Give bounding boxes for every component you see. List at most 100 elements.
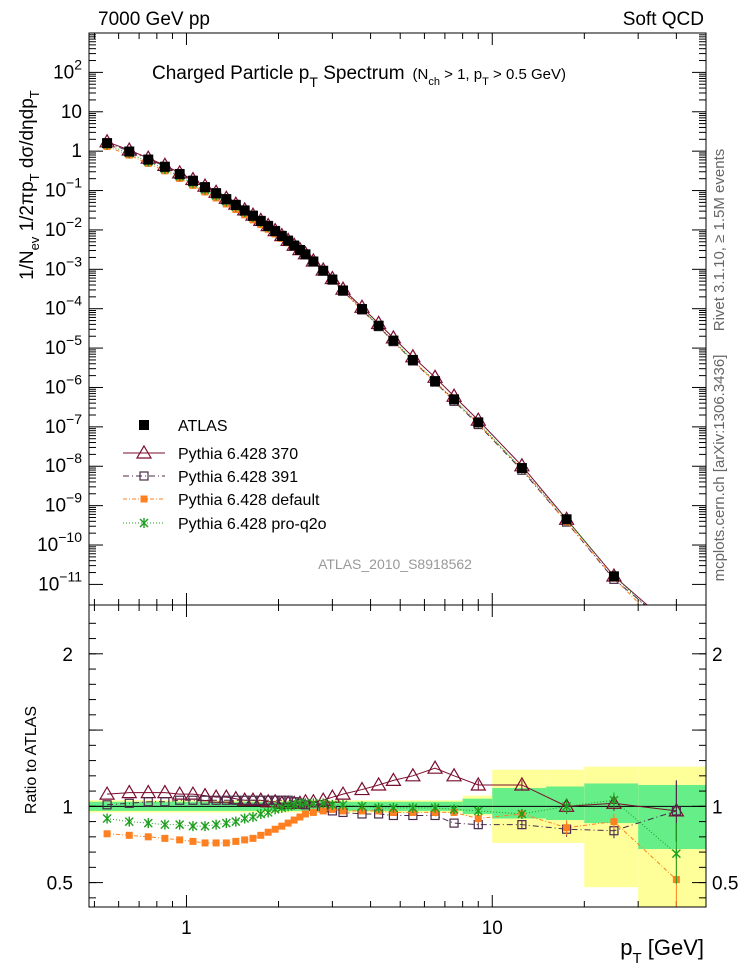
y-tick-label: 10−5 — [45, 332, 82, 359]
data-point-atlas — [294, 244, 305, 255]
point-pythia-391 — [672, 626, 680, 634]
legend: ATLAS Pythia 6.428 370 Pythia 6.428 391 Pyt… — [123, 418, 327, 533]
point-pythia-370 — [385, 772, 402, 787]
point-pythia-pro-q2o — [672, 631, 680, 641]
y-tick-label: 10−1 — [45, 175, 82, 202]
point-pythia-370 — [669, 623, 683, 635]
main-panel-ticks — [89, 33, 707, 605]
point-pythia-370 — [427, 760, 444, 774]
stat-band — [638, 784, 706, 850]
ratio-panel-series — [99, 760, 685, 907]
point-pythia-391 — [449, 818, 459, 828]
point-pythia-391 — [139, 471, 149, 481]
point-pythia-default — [212, 839, 220, 847]
point-pythia-default — [290, 816, 298, 824]
data-point-atlas — [230, 199, 241, 210]
point-pythia-370 — [470, 776, 487, 791]
point-pythia-default — [241, 836, 249, 844]
main-panel-series — [99, 133, 683, 641]
point-pythia-pro-q2o — [327, 799, 337, 810]
data-point-atlas — [174, 169, 185, 180]
y-tick-label: 102 — [53, 56, 82, 83]
point-pythia-pro-q2o — [124, 816, 134, 827]
point-pythia-pro-q2o — [318, 798, 328, 809]
y-tick-label: 10−2 — [45, 214, 82, 241]
point-pythia-default — [232, 837, 240, 845]
point-pythia-391 — [124, 798, 134, 808]
point-pythia-370 — [140, 784, 157, 799]
point-pythia-pro-q2o — [289, 799, 299, 810]
data-point-atlas — [255, 216, 266, 227]
y-tick-label: 10−11 — [38, 568, 82, 595]
point-pythia-pro-q2o — [517, 808, 527, 819]
point-pythia-default — [301, 810, 309, 818]
point-pythia-default — [278, 822, 286, 830]
point-pythia-pro-q2o — [473, 805, 483, 816]
point-pythia-370 — [513, 776, 530, 791]
point-pythia-default — [103, 830, 111, 838]
ratio-y-axis-label: Ratio to ATLAS — [23, 706, 40, 814]
point-pythia-370 — [353, 781, 371, 796]
ratio-panel-frame — [88, 604, 707, 908]
point-pythia-default — [264, 828, 272, 836]
point-pythia-default — [144, 833, 152, 841]
data-point-atlas — [327, 274, 338, 285]
point-pythia-370 — [196, 787, 214, 802]
y-tick-label: 10−9 — [45, 490, 82, 517]
point-pythia-391 — [671, 806, 681, 816]
stat-band — [546, 786, 585, 821]
plot-title: Charged Particle pT Spectrum (Nch > 1, pT… — [152, 63, 566, 90]
main-panel-y-tick-labels: 10−1110−1010−910−810−710−610−510−410−310… — [37, 56, 82, 595]
point-pythia-391 — [102, 800, 112, 810]
point-pythia-default — [201, 839, 209, 847]
point-pythia-391 — [200, 795, 210, 805]
point-pythia-391 — [231, 795, 241, 805]
data-point-atlas — [561, 514, 572, 525]
data-point-atlas — [221, 194, 232, 205]
point-pythia-370 — [334, 785, 352, 800]
point-pythia-pro-q2o — [188, 821, 198, 832]
point-pythia-pro-q2o — [270, 804, 280, 815]
point-pythia-370 — [171, 785, 188, 800]
ratio-y-tick-label: 0.5 — [47, 874, 73, 895]
process-label: Soft QCD — [623, 9, 704, 30]
data-point-atlas — [671, 625, 681, 635]
point-pythia-pro-q2o — [175, 819, 185, 830]
legend-label: ATLAS — [178, 418, 228, 435]
data-point-atlas — [407, 354, 418, 365]
x-axis-label: pT [GeV] — [620, 935, 704, 967]
point-pythia-pro-q2o — [357, 801, 367, 812]
data-point-atlas — [143, 154, 154, 165]
data-point-atlas — [449, 394, 460, 405]
point-pythia-391 — [188, 795, 198, 805]
point-pythia-default — [563, 824, 571, 832]
y-tick-label: 10−8 — [45, 450, 82, 477]
data-point-atlas — [124, 146, 135, 157]
y-tick-label: 10−7 — [45, 411, 82, 438]
point-pythia-pro-q2o — [408, 802, 418, 813]
point-pythia-pro-q2o — [211, 819, 221, 830]
data-point-atlas — [247, 210, 258, 221]
point-pythia-370 — [184, 785, 201, 800]
data-point-atlas — [283, 235, 294, 246]
point-pythia-pro-q2o — [388, 802, 398, 813]
point-pythia-391 — [175, 795, 185, 805]
point-pythia-pro-q2o — [562, 801, 572, 812]
legend-label: Pythia 6.428 pro-q2o — [178, 516, 327, 533]
data-point-atlas — [338, 285, 349, 296]
data-point-atlas — [102, 138, 113, 149]
data-point-atlas — [357, 304, 368, 315]
point-pythia-pro-q2o — [338, 799, 348, 810]
point-pythia-pro-q2o — [308, 798, 318, 809]
legend-label: Pythia 6.428 default — [178, 492, 320, 509]
data-point-atlas — [263, 221, 274, 232]
point-pythia-default — [125, 831, 133, 839]
point-pythia-pro-q2o — [102, 813, 112, 824]
y-tick-label: 10−10 — [37, 529, 82, 556]
point-pythia-default — [474, 815, 482, 823]
point-pythia-370 — [446, 767, 463, 782]
y-tick-label: 10 — [61, 102, 82, 123]
data-point-atlas — [308, 256, 319, 267]
point-pythia-pro-q2o — [609, 795, 619, 806]
point-pythia-370 — [404, 767, 421, 782]
